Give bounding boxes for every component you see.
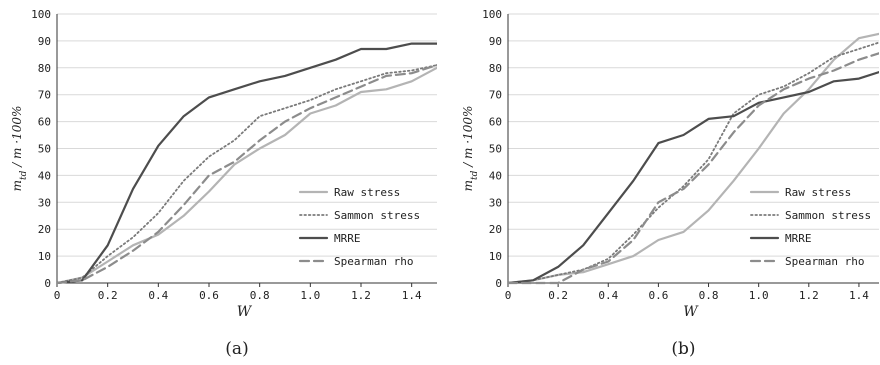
- y-tick-label: 50: [38, 143, 51, 156]
- x-tick-label: 0.4: [598, 289, 618, 302]
- legend-label: MRRE: [334, 232, 361, 245]
- y-tick-label: 40: [489, 169, 502, 182]
- series-line-spearman-rho: [57, 63, 437, 285]
- series-line-raw-stress: [508, 32, 879, 285]
- y-axis-label: mtd / m ·100%: [461, 106, 480, 192]
- x-tick-label: 1.4: [849, 289, 869, 302]
- x-tick-label: 0: [54, 289, 61, 302]
- y-tick-label: 30: [489, 196, 502, 209]
- y-tick-label: 20: [489, 223, 502, 236]
- y-tick-label: 20: [38, 223, 51, 236]
- series-line-sammon-stress: [508, 41, 879, 284]
- x-tick-label: 1.0: [749, 289, 769, 302]
- y-tick-label: 60: [38, 116, 51, 129]
- y-tick-label: 90: [38, 35, 51, 48]
- y-tick-label: 100: [31, 8, 51, 21]
- y-tick-label: 50: [489, 143, 502, 156]
- y-tick-label: 10: [489, 250, 502, 263]
- y-tick-label: 70: [38, 89, 51, 102]
- x-tick-label: 1.0: [300, 289, 320, 302]
- panel-caption: (b): [671, 339, 695, 359]
- legend-label: Raw stress: [334, 186, 400, 199]
- x-tick-label: 0.2: [548, 289, 568, 302]
- y-tick-label: 0: [495, 277, 502, 290]
- series-line-spearman-rho: [508, 52, 879, 285]
- legend-label: MRRE: [785, 232, 812, 245]
- legend-label: Raw stress: [785, 186, 851, 199]
- y-tick-label: 0: [44, 277, 51, 290]
- y-tick-label: 70: [489, 89, 502, 102]
- legend-label: Spearman rho: [334, 255, 413, 268]
- y-tick-label: 90: [489, 35, 502, 48]
- chart-panel-2: 0 10 20 30 40 50 60 70 80 90 100 0 0.2 0.4 0.6 0.8 1.0 1.…: [461, 8, 879, 359]
- x-tick-label: 0.8: [250, 289, 270, 302]
- x-tick-label: 1.2: [799, 289, 819, 302]
- x-tick-label: 0.8: [699, 289, 719, 302]
- y-tick-label: 100: [482, 8, 502, 21]
- x-tick-label: 0: [505, 289, 512, 302]
- series-line-mrre: [508, 70, 879, 285]
- y-tick-label: 80: [489, 62, 502, 75]
- x-tick-label: 0.2: [98, 289, 118, 302]
- series-group: [508, 32, 879, 285]
- panel-caption: (a): [225, 339, 248, 359]
- y-tick-label: 30: [38, 196, 51, 209]
- x-tick-label: 0.4: [148, 289, 168, 302]
- y-tick-label: 10: [38, 250, 51, 263]
- series-group: [57, 42, 437, 285]
- y-tick-label: 60: [489, 116, 502, 129]
- legend-label: Sammon stress: [334, 209, 420, 222]
- x-tick-label: 1.2: [351, 289, 371, 302]
- x-tick-label: 1.4: [402, 289, 422, 302]
- chart-panel-1: 0 10 20 30 40 50 60 70 80 90 100 0 0.2 0.4 0.6 0.8 1.0 1.…: [10, 8, 437, 359]
- y-axis-label: mtd / m ·100%: [10, 106, 29, 192]
- series-line-mrre: [57, 42, 437, 285]
- legend-label: Sammon stress: [785, 209, 871, 222]
- x-axis-label: W: [683, 304, 699, 320]
- series-line-raw-stress: [57, 66, 437, 285]
- series-line-sammon-stress: [57, 64, 437, 284]
- y-tick-label: 40: [38, 169, 51, 182]
- legend-label: Spearman rho: [785, 255, 864, 268]
- x-tick-label: 0.6: [199, 289, 219, 302]
- x-tick-label: 0.6: [648, 289, 668, 302]
- x-axis-label: W: [237, 304, 253, 320]
- y-tick-label: 80: [38, 62, 51, 75]
